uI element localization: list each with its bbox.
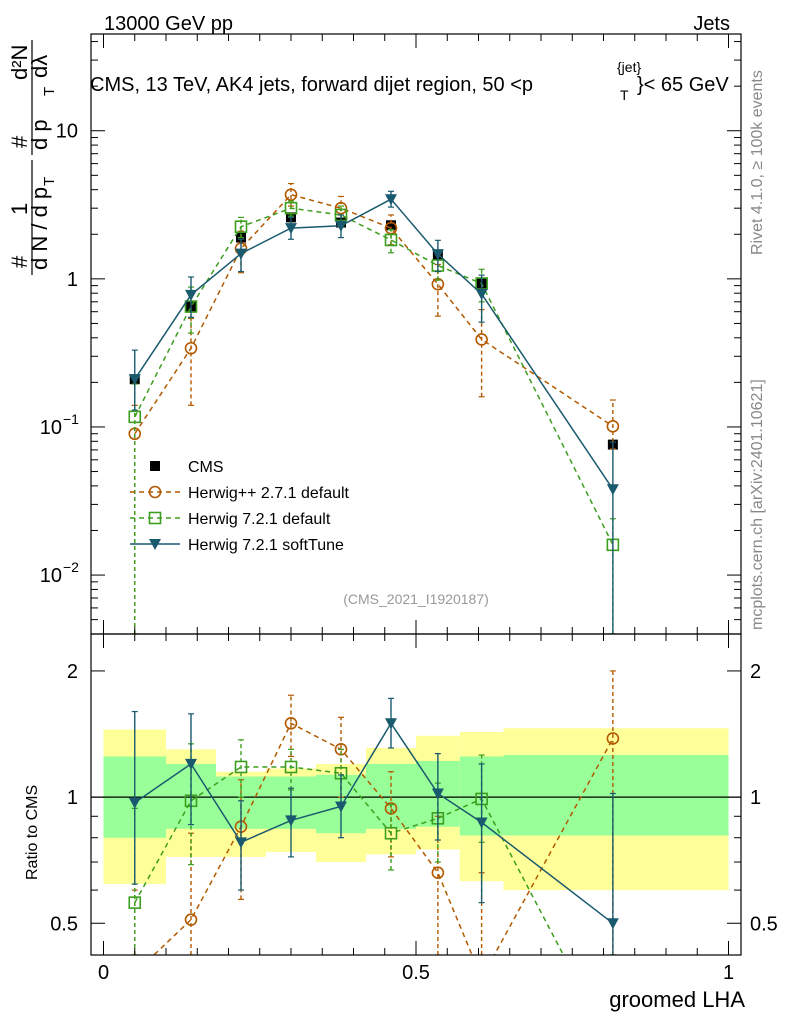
title-main: CMS, 13 TeV, AK4 jets, forward dijet reg… (90, 74, 533, 96)
x-tick-label: 0.5 (402, 962, 430, 984)
data-point-ratio-herwig-7-2-1-default (234, 760, 248, 774)
data-point-ratio-herwig-7-2-1-softtune (385, 718, 397, 730)
data-point-ratio-herwig-7-2-1-softtune (431, 788, 444, 800)
legend-label: Herwig++ 2.7.1 default (188, 485, 350, 502)
ratio-y-tick-label: 2 (67, 661, 78, 683)
legend-label: Herwig 7.2.1 softTune (188, 537, 344, 554)
data-point-ratio-herwig-2-7-1-default (606, 732, 620, 745)
ylabel-dn: d N / d p (27, 187, 52, 270)
data-point-herwig-2-7-1-default (384, 221, 398, 235)
data-point-ratio-herwig-2-7-1-default (184, 913, 198, 926)
legend-item-herwig-7-2-1-softtune: Herwig 7.2.1 softTune (130, 537, 344, 554)
y-tick-label: 10 (40, 417, 62, 439)
uncertainty-band-inner (503, 755, 729, 836)
y-tick-label: 10 (56, 121, 78, 143)
ylabel-dlambda: dλ (27, 55, 52, 78)
data-point-ratio-herwig-7-2-1-default (384, 826, 398, 840)
y-tick-label: 10 (40, 565, 62, 587)
y-tick-label: 1 (67, 269, 78, 291)
category-label: Jets (693, 13, 730, 35)
legend: CMS Herwig++ 2.7.1 default Herwig 7.2.1 de… (130, 459, 350, 554)
x-axis-label: groomed LHA (609, 987, 745, 1012)
series-herwig-7-2-1-softtune (128, 190, 619, 634)
analysis-id: (CMS_2021_I1920187) (343, 591, 489, 607)
plot-title: CMS, 13 TeV, AK4 jets, forward dijet reg… (90, 59, 729, 103)
ratio-y-tick-label: 1 (67, 787, 78, 809)
legend-item-herwig-7-2-1-default: Herwig 7.2.1 default (130, 511, 331, 528)
ratio-y-tick-label: 0.5 (50, 913, 78, 935)
ylabel-sub-t-2: T (41, 87, 58, 96)
legend-marker (148, 511, 162, 525)
data-point-ratio-herwig-7-2-1-softtune (335, 801, 347, 813)
main-data (128, 182, 620, 634)
x-tick-label: 0 (98, 962, 109, 984)
legend-item-cms: CMS (150, 459, 224, 476)
data-point-herwig-2-7-1-default (475, 333, 488, 346)
data-point-herwig-7-2-1-softtune (431, 249, 444, 261)
ylabel-hash: # (7, 255, 32, 268)
rivet-version: Rivet 4.1.0, ≥ 100k events (749, 70, 766, 255)
y-tick-exponent: −1 (63, 411, 79, 427)
y-axis-label-top: # 1 d N / d p T # d²N d p T dλ (7, 40, 58, 275)
series-line-herwig-2-7-1-default (134, 193, 614, 435)
ratio-y-tick-label-right: 0.5 (750, 913, 778, 935)
data-point-herwig-7-2-1-softtune (285, 223, 297, 235)
data-point-herwig-7-2-1-softtune (606, 484, 619, 496)
ylabel-dpt: d p (27, 119, 52, 150)
legend-item-herwig-2-7-1-default: Herwig++ 2.7.1 default (130, 485, 350, 502)
data-point-herwig-7-2-1-softtune (475, 289, 488, 301)
title-end: }< 65 GeV (637, 74, 729, 96)
data-point-herwig-2-7-1-default (334, 201, 348, 215)
legend-marker (149, 539, 161, 550)
data-point-ratio-herwig-7-2-1-softtune (235, 837, 247, 849)
ratio-y-tick-label-right: 2 (750, 661, 761, 683)
title-sup: {jet} (617, 59, 641, 75)
ratio-y-tick-label-right: 1 (750, 787, 761, 809)
data-point-herwig-7-2-1-softtune (385, 194, 397, 206)
data-point-herwig-7-2-1-default (284, 201, 298, 215)
ylabel-hash-2: # (7, 135, 32, 148)
legend-label: Herwig 7.2.1 default (188, 511, 331, 528)
data-point-herwig-7-2-1-default (384, 233, 398, 247)
data-point-herwig-7-2-1-softtune (335, 220, 347, 232)
data-point-herwig-2-7-1-default (184, 341, 198, 355)
data-point-herwig-7-2-1-softtune (185, 289, 197, 301)
ylabel-d2n: d²N (7, 45, 32, 80)
energy-label: 13000 GeV pp (104, 13, 233, 35)
data-point-ratio-herwig-7-2-1-softtune (606, 918, 619, 930)
title-sub: T (620, 87, 629, 103)
series-ratio-herwig-7-2-1-softtune (128, 697, 619, 955)
data-point-ratio-herwig-2-7-1-default (431, 866, 445, 880)
y-axis-label-ratio: Ratio to CMS (24, 785, 41, 880)
ylabel-sub-t: T (41, 177, 58, 186)
data-point-ratio-herwig-7-2-1-softtune (285, 815, 297, 827)
data-point-ratio-herwig-7-2-1-softtune (128, 797, 141, 809)
data-point-herwig-7-2-1-softtune (128, 374, 141, 386)
ratio-data (91, 670, 741, 955)
data-point-cms (386, 220, 396, 231)
data-point-ratio-herwig-7-2-1-default (128, 896, 142, 909)
legend-marker (150, 461, 160, 471)
data-point-herwig-2-7-1-default (284, 188, 298, 201)
data-point-herwig-7-2-1-softtune (235, 248, 247, 260)
data-point-ratio-herwig-2-7-1-default (284, 717, 298, 730)
ratio-panel: 2 2 1 1 0.5 0.5 0 0.5 1 (50, 633, 778, 984)
legend-label: CMS (188, 459, 224, 476)
mcplots-credit: mcplots.cern.ch [arXiv:2401.10621] (749, 379, 766, 630)
data-point-herwig-7-2-1-default (234, 220, 248, 233)
x-tick-label: 1 (723, 962, 734, 984)
data-point-ratio-herwig-7-2-1-softtune (475, 817, 488, 829)
ylabel-one: 1 (7, 203, 32, 215)
data-point-ratio-herwig-7-2-1-default (284, 760, 298, 774)
data-point-herwig-7-2-1-default (128, 410, 142, 424)
y-tick-exponent: −2 (63, 559, 79, 575)
series-line-herwig-7-2-1-default (134, 207, 614, 546)
legend-marker (148, 485, 162, 499)
data-point-herwig-2-7-1-default (606, 420, 620, 433)
data-point-ratio-herwig-7-2-1-softtune (185, 758, 197, 770)
